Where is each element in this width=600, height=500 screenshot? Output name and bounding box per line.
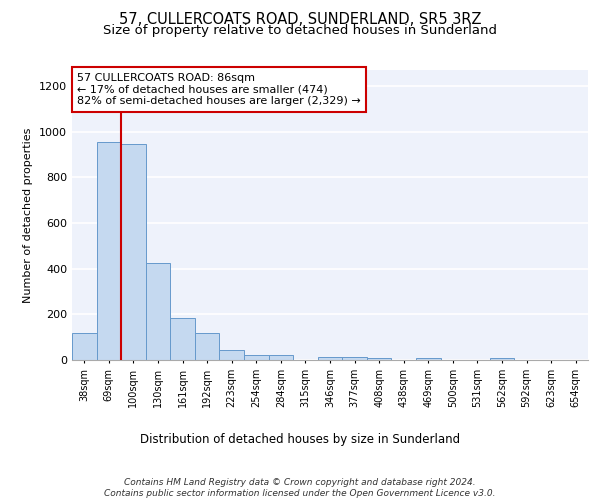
Text: Distribution of detached houses by size in Sunderland: Distribution of detached houses by size …	[140, 432, 460, 446]
Text: 57, CULLERCOATS ROAD, SUNDERLAND, SR5 3RZ: 57, CULLERCOATS ROAD, SUNDERLAND, SR5 3R…	[119, 12, 481, 28]
Bar	[342, 356, 367, 360]
Bar	[416, 358, 440, 360]
Bar	[269, 356, 293, 360]
Bar	[97, 142, 121, 360]
Y-axis label: Number of detached properties: Number of detached properties	[23, 128, 34, 302]
Bar	[195, 332, 220, 360]
Text: Contains HM Land Registry data © Crown copyright and database right 2024.
Contai: Contains HM Land Registry data © Crown c…	[104, 478, 496, 498]
Bar	[490, 358, 514, 360]
Bar	[318, 356, 342, 360]
Bar	[220, 350, 244, 360]
Bar	[170, 318, 195, 360]
Bar	[367, 358, 391, 360]
Bar	[146, 263, 170, 360]
Bar	[72, 332, 97, 360]
Text: Size of property relative to detached houses in Sunderland: Size of property relative to detached ho…	[103, 24, 497, 37]
Bar	[244, 356, 269, 360]
Text: 57 CULLERCOATS ROAD: 86sqm
← 17% of detached houses are smaller (474)
82% of sem: 57 CULLERCOATS ROAD: 86sqm ← 17% of deta…	[77, 73, 361, 106]
Bar	[121, 144, 146, 360]
